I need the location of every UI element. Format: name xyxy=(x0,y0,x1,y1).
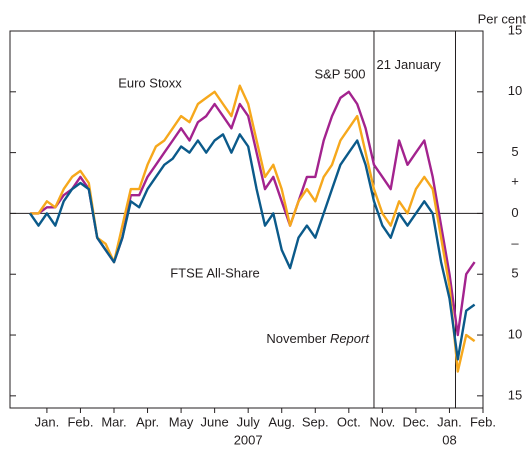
x-tick-label: Jan. xyxy=(437,414,462,429)
series-label: FTSE All-Share xyxy=(170,265,260,280)
x-tick-label: Mar. xyxy=(101,414,126,429)
event-label-part: 21 January xyxy=(376,57,441,72)
sign-label: – xyxy=(511,235,519,250)
x-tick-label: Apr. xyxy=(136,414,159,429)
y-tick-label: 10 xyxy=(508,83,522,98)
event-label: November Report xyxy=(266,331,370,346)
x-tick-label: Feb. xyxy=(470,414,496,429)
x-tick-label: Aug. xyxy=(268,414,295,429)
x-tick-label: Dec. xyxy=(403,414,430,429)
y-tick-label: 15 xyxy=(508,22,522,37)
y-tick-label: 5 xyxy=(511,266,518,281)
y-tick-label: 5 xyxy=(511,144,518,159)
x-tick-label: Nov. xyxy=(369,414,395,429)
y-tick-label: 10 xyxy=(508,326,522,341)
x-tick-label: Jan. xyxy=(35,414,60,429)
y-tick-label: 15 xyxy=(508,387,522,402)
x-tick-label: Sep. xyxy=(302,414,329,429)
sign-label: + xyxy=(511,173,519,188)
plot-frame xyxy=(9,30,484,409)
x-tick-label: June xyxy=(201,414,229,429)
event-label: 21 January xyxy=(376,57,441,72)
x-tick-label: May xyxy=(169,414,194,429)
x-tick-label: Oct. xyxy=(337,414,361,429)
series-label: S&P 500 xyxy=(314,66,365,81)
event-label-part: November xyxy=(266,331,330,346)
year-label: 2007 xyxy=(234,432,263,447)
x-tick-label: July xyxy=(237,414,261,429)
series-line xyxy=(30,84,476,373)
event-label-part: Report xyxy=(330,331,370,346)
y-tick-label: 0 xyxy=(511,205,518,220)
series-label: Euro Stoxx xyxy=(118,75,182,90)
y-unit-label: Per cent xyxy=(478,11,527,26)
x-tick-label: Feb. xyxy=(67,414,93,429)
series-line xyxy=(29,133,476,361)
year-label: 08 xyxy=(442,432,456,447)
